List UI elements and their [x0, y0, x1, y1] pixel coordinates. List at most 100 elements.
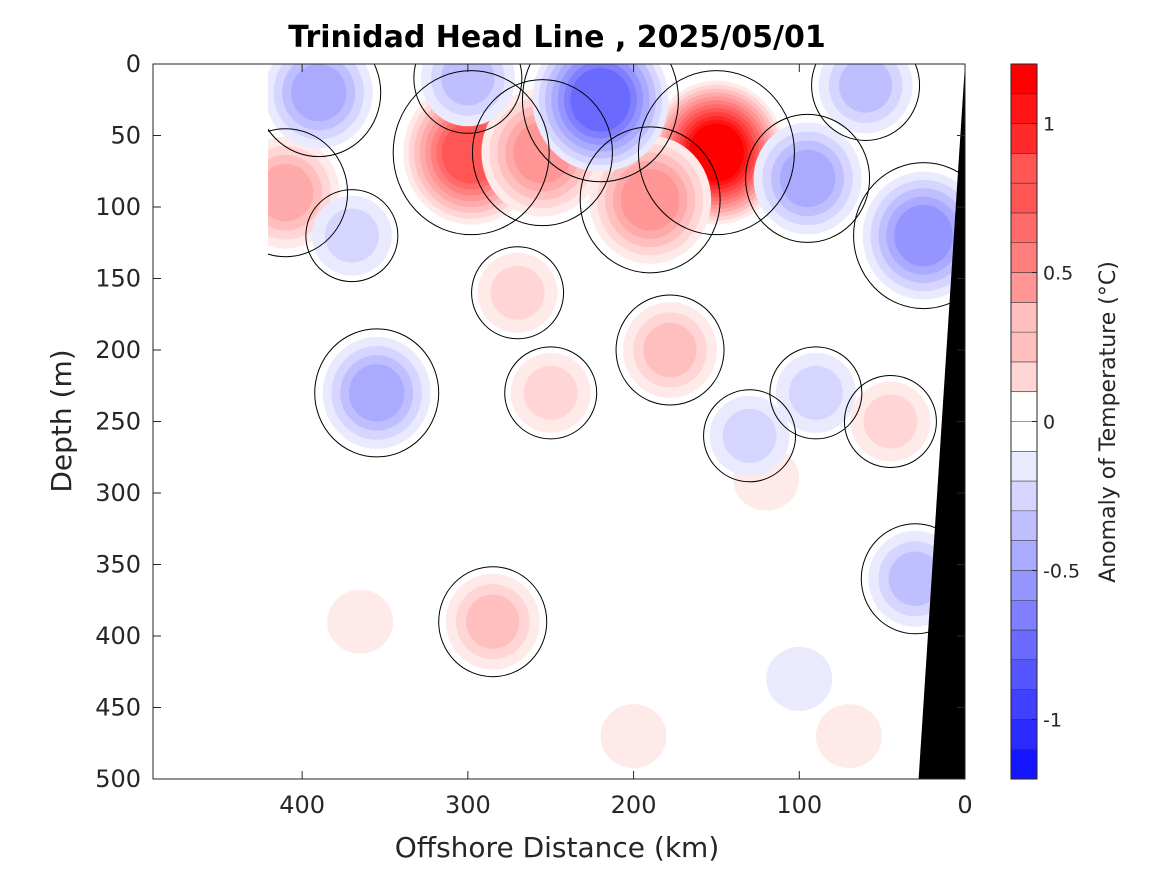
zero-contour-25 — [811, 64, 921, 141]
anomaly-blob-11-1 — [816, 704, 882, 769]
zero-contour-8 — [268, 128, 349, 258]
colorbar-swatch-23 — [1011, 64, 1037, 95]
colorbar-swatch-1 — [1011, 719, 1037, 750]
x-tick-label-0: 0 — [957, 791, 972, 819]
colorbar-swatch-19 — [1011, 183, 1037, 214]
y-tick-label-500: 500 — [95, 765, 141, 793]
zero-contour-4 — [471, 79, 613, 227]
anomaly-blob-9-1 — [327, 589, 394, 654]
colorbar-swatch-7 — [1011, 540, 1037, 571]
y-tick-label-0: 0 — [126, 50, 141, 78]
y-tick-label-250: 250 — [95, 408, 141, 436]
zero-contours — [268, 64, 965, 678]
anomaly-blob-6-2 — [523, 365, 578, 420]
y-tick-label-450: 450 — [95, 694, 141, 722]
colorbar-swatch-17 — [1011, 242, 1037, 274]
anomaly-blob-21-2 — [788, 365, 843, 420]
y-axis-label: Depth (m) — [45, 349, 78, 492]
anomaly-blob-18-2 — [324, 208, 379, 263]
colorbar-swatch-8 — [1011, 510, 1037, 542]
zero-contour-23 — [860, 523, 965, 635]
zero-contour-3 — [392, 70, 550, 236]
y-tick-label-200: 200 — [95, 336, 141, 364]
x-axis-label: Offshore Distance (km) — [395, 831, 720, 864]
zero-contour-7 — [438, 566, 548, 678]
colorbar-label: Anomaly of Temperature (°C) — [1096, 261, 1121, 583]
colorbar-tick-label-3: -0.5 — [1043, 560, 1080, 582]
anomaly-blob-7-3 — [466, 594, 520, 649]
colorbar-swatch-4 — [1011, 630, 1037, 661]
y-axis: 0 50 100 150 200 250 300 350 400 450 500 — [95, 50, 965, 793]
anomaly-blob-22-5 — [894, 204, 953, 267]
colorbar-swatch-21 — [1011, 123, 1037, 154]
zero-contour-1 — [579, 126, 721, 274]
colorbar-swatch-9 — [1011, 481, 1037, 512]
y-tick-label-400: 400 — [95, 622, 141, 650]
colorbar-swatch-6 — [1011, 570, 1037, 601]
y-tick-label-350: 350 — [95, 551, 141, 579]
anomaly-blob-10-1 — [600, 704, 667, 769]
bathymetry-shelf — [918, 64, 965, 779]
colorbar-swatch-10 — [1011, 451, 1037, 482]
x-tick-label-200: 200 — [611, 791, 657, 819]
anomaly-blob-17-4 — [349, 364, 405, 422]
zero-contour-15 — [268, 64, 382, 158]
y-tick-label-150: 150 — [95, 265, 141, 293]
zero-contour-2 — [615, 294, 725, 406]
zero-contour-21 — [769, 346, 863, 440]
colorbar-swatch-15 — [1011, 302, 1037, 333]
colorbar-swatch-2 — [1011, 689, 1037, 720]
zero-contour-19 — [745, 113, 871, 243]
anomaly-blob-5-2 — [490, 265, 545, 320]
zero-contour-17 — [314, 328, 440, 458]
anomaly-blob-19-4 — [779, 149, 836, 208]
zero-contour-5 — [471, 246, 565, 340]
colorbar-swatch-11 — [1011, 421, 1037, 452]
anomaly-field — [268, 64, 965, 769]
anomaly-blob-2-3 — [643, 322, 697, 378]
y-tick-label-300: 300 — [95, 479, 141, 507]
zero-contour-22 — [853, 162, 965, 310]
zero-contour-20 — [703, 389, 797, 483]
y-tick-label-50: 50 — [110, 122, 141, 150]
anomaly-blob-12-2 — [863, 394, 918, 449]
zero-contour-18 — [305, 189, 399, 283]
colorbar-tick-label-1: 0.5 — [1043, 263, 1073, 285]
colorbar-tick-label-4: -1 — [1043, 709, 1062, 731]
colorbar: 1 0.5 0 -0.5 -1 — [1010, 63, 1080, 780]
anomaly-blob-23-3 — [888, 551, 942, 606]
chart-title: Trinidad Head Line , 2025/05/01 — [288, 20, 825, 55]
colorbar-swatch-22 — [1011, 93, 1037, 125]
colorbar-tick-label-0: 1 — [1043, 114, 1055, 136]
colorbar-swatch-3 — [1011, 659, 1037, 691]
x-tick-label-300: 300 — [445, 791, 491, 819]
anomaly-blob-1-5 — [620, 169, 680, 231]
colorbar-swatch-0 — [1011, 749, 1037, 780]
x-axis: 400 300 200 100 0 — [279, 64, 973, 819]
anomaly-blob-16-3 — [441, 64, 495, 106]
colorbar-swatch-12 — [1011, 391, 1037, 422]
colorbar-swatch-14 — [1011, 332, 1037, 363]
anomaly-blob-0-12 — [688, 123, 744, 182]
colorbar-swatch-16 — [1011, 272, 1037, 303]
zero-contour-12 — [843, 375, 937, 468]
zero-contour-16 — [413, 64, 523, 134]
x-tick-label-400: 400 — [279, 791, 325, 819]
zero-contour-0 — [637, 70, 795, 236]
colorbar-swatch-13 — [1011, 361, 1037, 393]
anomaly-blob-8-4 — [268, 164, 314, 222]
anomaly-blob-14-7 — [570, 67, 631, 132]
colorbar-swatch-20 — [1011, 153, 1037, 184]
anomaly-blob-15-4 — [291, 64, 347, 122]
anomaly-blob-20-2 — [722, 408, 777, 463]
colorbar-swatch-18 — [1011, 212, 1037, 244]
zero-contour-6 — [504, 346, 598, 440]
colorbar-tick-label-2: 0 — [1043, 412, 1055, 434]
y-tick-label-100: 100 — [95, 193, 141, 221]
x-tick-label-100: 100 — [776, 791, 822, 819]
zero-contour-14 — [521, 64, 679, 183]
anomaly-blob-25-3 — [838, 64, 893, 113]
colorbar-swatch-5 — [1011, 600, 1037, 631]
anomaly-blob-24-1 — [766, 646, 833, 711]
